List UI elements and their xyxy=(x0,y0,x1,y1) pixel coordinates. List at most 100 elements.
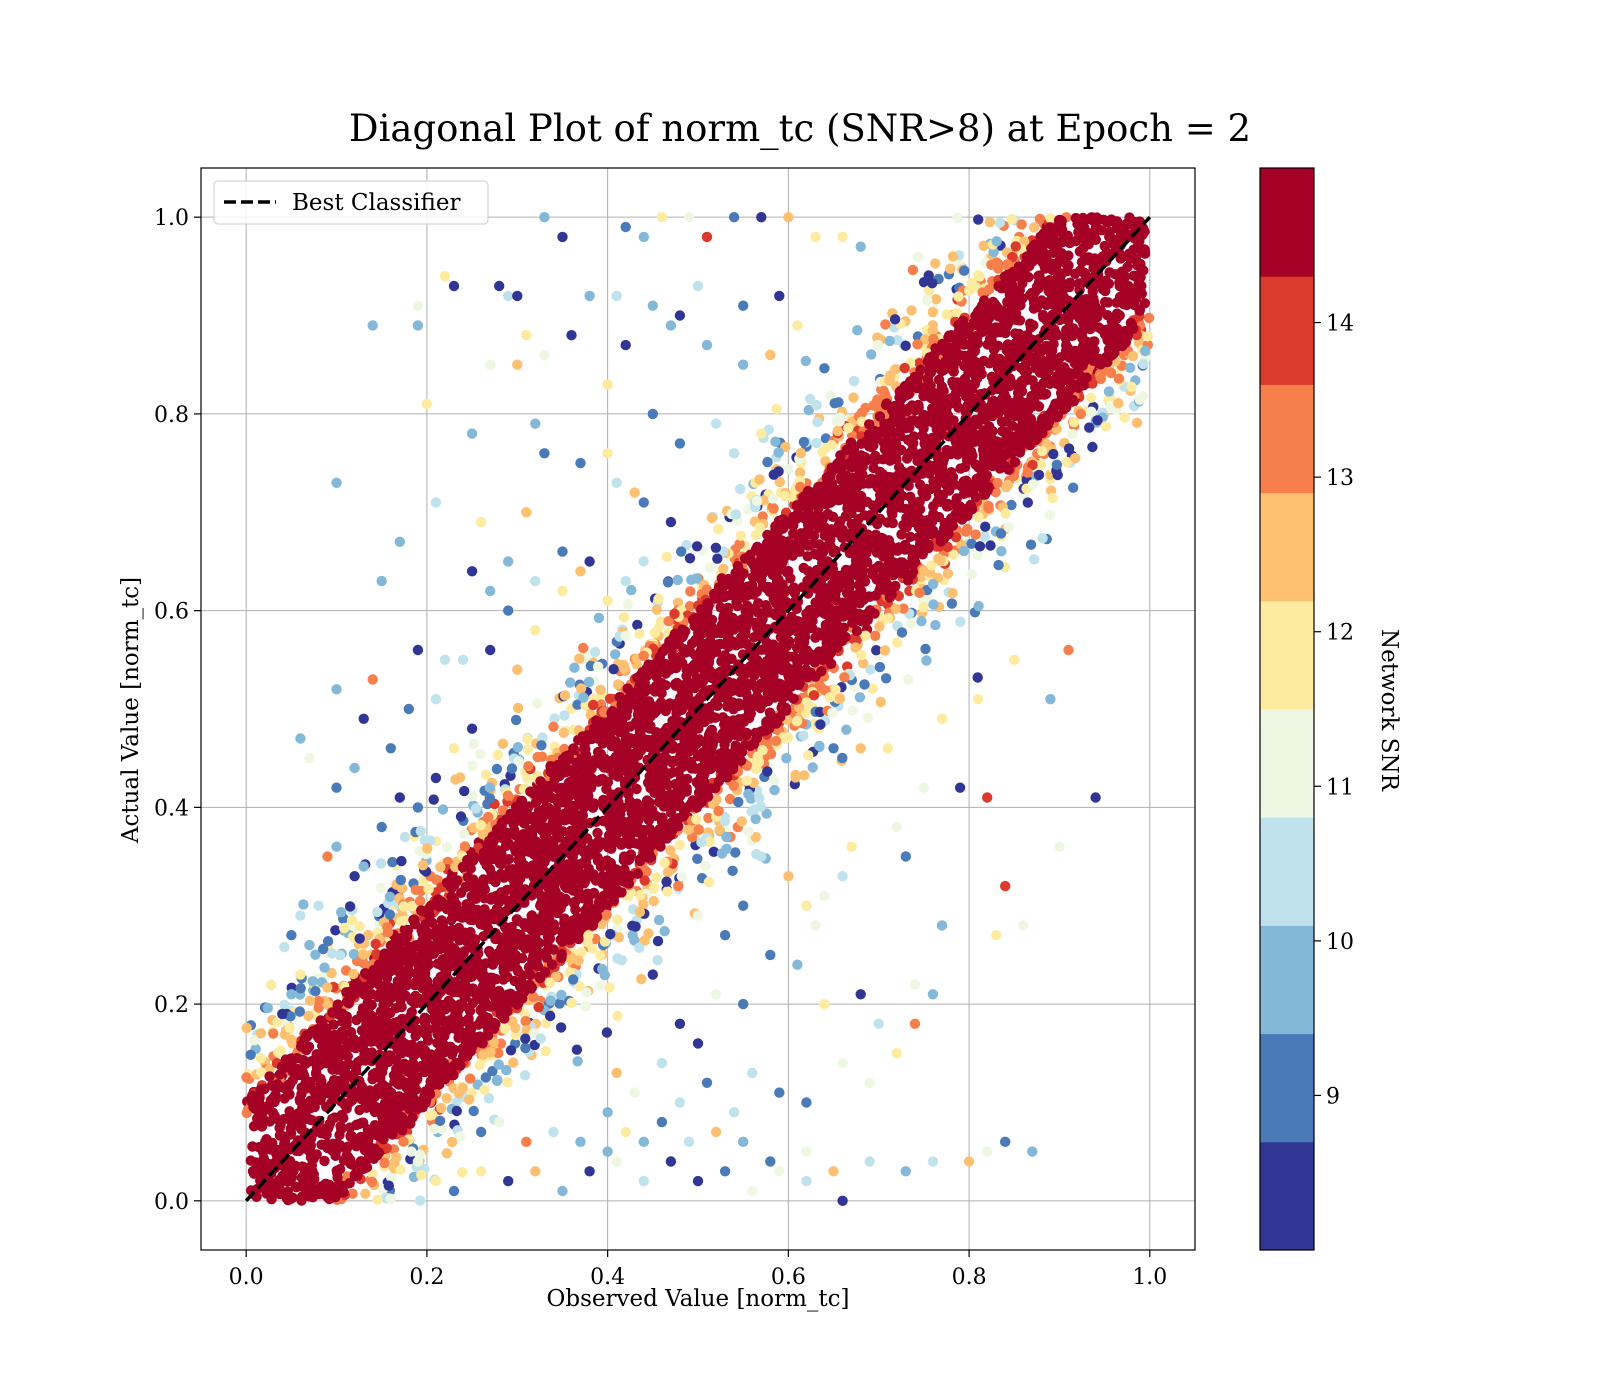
scatter-point xyxy=(1095,373,1106,385)
scatter-point xyxy=(930,294,942,305)
scatter-point xyxy=(881,398,892,409)
scatter-point xyxy=(761,808,772,819)
scatter-point xyxy=(266,979,277,991)
scatter-point xyxy=(743,826,754,837)
scatter-point xyxy=(1131,417,1143,428)
scatter-point xyxy=(814,740,825,752)
scatter-point xyxy=(523,761,534,772)
scatter-point xyxy=(834,693,846,704)
scatter-point xyxy=(884,335,895,347)
scatter-point xyxy=(811,437,822,449)
scatter-point xyxy=(993,559,1004,571)
scatter-point xyxy=(497,738,509,749)
scatter-point xyxy=(467,790,478,802)
scatter-point xyxy=(631,798,643,809)
scatter-point xyxy=(979,531,990,542)
scatter-point xyxy=(994,217,1006,228)
scatter-point xyxy=(872,339,884,351)
scatter-point xyxy=(643,762,655,773)
scatter-point xyxy=(714,824,725,836)
scatter-points xyxy=(241,212,1155,1207)
scatter-point xyxy=(513,756,524,767)
scatter-point xyxy=(272,1016,283,1028)
scatter-point xyxy=(769,784,780,796)
scatter-point xyxy=(451,1105,462,1117)
scatter-point xyxy=(354,921,365,932)
scatter-point xyxy=(332,999,344,1010)
scatter-point xyxy=(322,999,333,1010)
scatter-point xyxy=(708,846,719,857)
scatter-point xyxy=(984,216,996,228)
scatter-point xyxy=(1037,446,1048,457)
scatter-point xyxy=(750,529,762,541)
scatter-point xyxy=(930,619,941,631)
scatter-point xyxy=(684,553,696,564)
scatter-point xyxy=(371,948,382,960)
scatter-point xyxy=(833,397,844,408)
scatter-point xyxy=(446,1136,458,1148)
scatter-point xyxy=(545,995,556,1006)
scatter-point xyxy=(366,1176,378,1188)
scatter-point xyxy=(532,698,543,709)
scatter-point xyxy=(1119,412,1130,423)
scatter-point xyxy=(676,871,687,882)
scatter-point xyxy=(620,630,631,642)
scatter-point xyxy=(436,1123,447,1135)
scatter-point xyxy=(1087,441,1098,453)
scatter-point xyxy=(279,941,290,953)
scatter-point xyxy=(417,860,429,871)
scatter-point xyxy=(1028,303,1040,314)
scatter-point xyxy=(866,349,877,360)
scatter-point xyxy=(708,798,719,810)
scatter-point xyxy=(1143,312,1155,324)
scatter-point xyxy=(458,828,470,840)
scatter-point xyxy=(872,332,883,343)
scatter-point xyxy=(522,733,533,745)
scatter-point xyxy=(834,416,845,427)
scatter-point xyxy=(1070,235,1082,247)
scatter-point xyxy=(279,999,290,1011)
scatter-point xyxy=(510,1022,521,1033)
scatter-point xyxy=(477,1049,489,1060)
scatter-point xyxy=(1006,279,1018,290)
scatter-point xyxy=(313,995,324,1007)
scatter-point xyxy=(878,385,889,397)
scatter-point xyxy=(901,453,913,464)
scatter-point xyxy=(1105,401,1116,412)
scatter-point xyxy=(556,949,567,960)
scatter-point xyxy=(519,1070,531,1081)
scatter-point xyxy=(545,1010,556,1022)
scatter-point xyxy=(493,1047,504,1059)
scatter-point xyxy=(347,1188,358,1199)
scatter-point xyxy=(1068,416,1080,428)
scatter-point xyxy=(346,914,358,926)
scatter-point xyxy=(890,364,901,375)
scatter-point xyxy=(812,416,823,428)
scatter-point xyxy=(1006,214,1017,225)
scatter-point xyxy=(318,943,329,955)
scatter-point xyxy=(434,1115,446,1127)
scatter-point xyxy=(661,876,672,887)
scatter-point xyxy=(298,899,309,910)
scatter-point xyxy=(652,935,664,947)
scatter-point xyxy=(556,989,567,1001)
scatter-point xyxy=(573,955,584,966)
scatter-point xyxy=(599,936,611,947)
scatter-point xyxy=(403,967,414,979)
scatter-point xyxy=(773,466,784,477)
scatter-point xyxy=(477,829,489,840)
scatter-point xyxy=(506,763,518,774)
scatter-point xyxy=(295,983,306,994)
scatter-point xyxy=(754,792,765,804)
scatter-point xyxy=(733,796,744,808)
scatter-point xyxy=(522,744,533,755)
scatter-point xyxy=(544,977,555,988)
scatter-point xyxy=(935,555,946,566)
scatter-point xyxy=(879,645,891,656)
scatter-point xyxy=(578,642,589,654)
scatter-point xyxy=(1061,456,1073,468)
scatter-point xyxy=(455,772,466,783)
scatter-point xyxy=(673,880,684,892)
scatter-point xyxy=(572,699,583,710)
scatter-point xyxy=(383,1056,394,1068)
